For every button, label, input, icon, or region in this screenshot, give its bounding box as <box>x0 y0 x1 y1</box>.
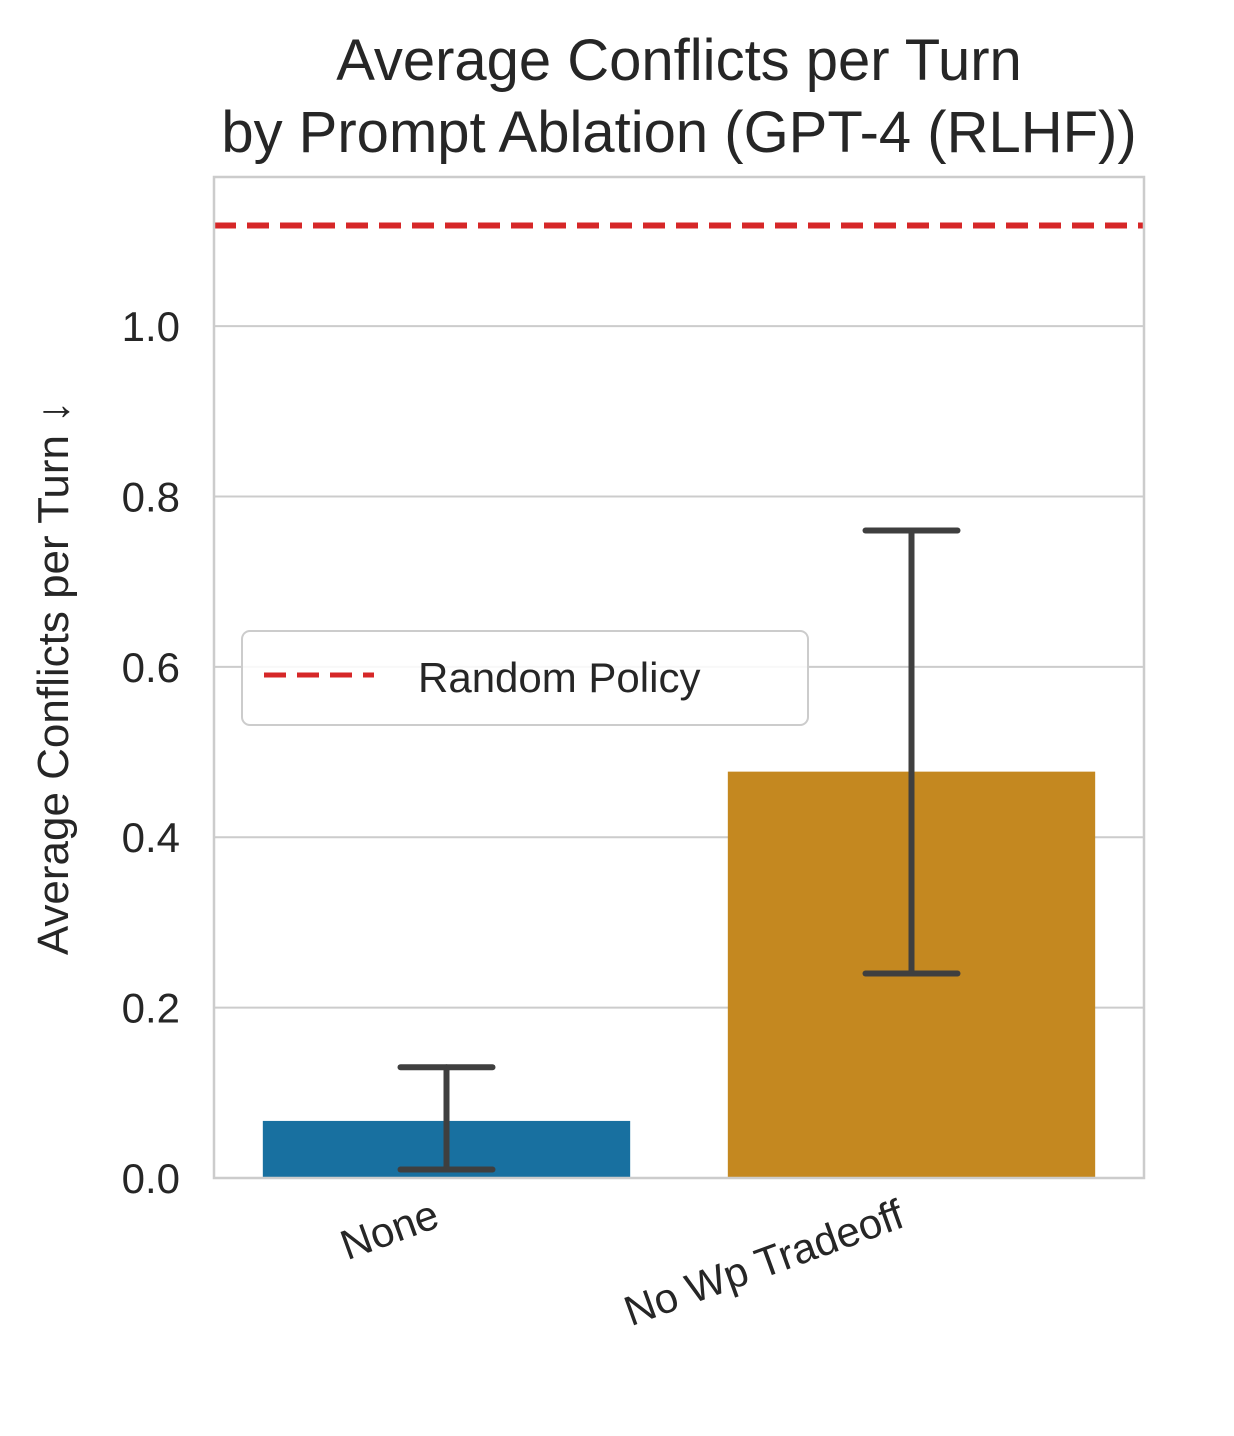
error-bars <box>397 527 961 1173</box>
plot-frame <box>212 175 1146 1180</box>
chart-title-line-2: by Prompt Ablation (GPT-4 (RLHF)) <box>221 100 1136 165</box>
y-tick-label-5: 1.0 <box>122 303 180 350</box>
legend-box <box>241 630 809 726</box>
y-axis-label: Average Conflicts per Turn ↓ <box>29 401 78 955</box>
x-tick-label-1: No Wp Tradeoff <box>618 1190 910 1335</box>
y-tick-label-2: 0.4 <box>122 814 180 861</box>
y-tick-label-4: 0.8 <box>122 473 180 520</box>
y-tick-label-1: 0.2 <box>122 985 180 1032</box>
x-tick-label-0: None <box>334 1190 444 1269</box>
y-axis-ticks: 0.0 0.2 0.4 0.6 0.8 1.0 <box>122 303 180 1202</box>
bars <box>262 771 1096 1178</box>
legend: Random Policy <box>241 630 809 726</box>
y-tick-label-3: 0.6 <box>122 644 180 691</box>
y-tick-label-0: 0.0 <box>122 1155 180 1202</box>
x-axis-ticks: None No Wp Tradeoff <box>334 1190 910 1335</box>
legend-label-random-policy: Random Policy <box>418 654 700 701</box>
chart-title-line-1: Average Conflicts per Turn <box>336 28 1022 93</box>
